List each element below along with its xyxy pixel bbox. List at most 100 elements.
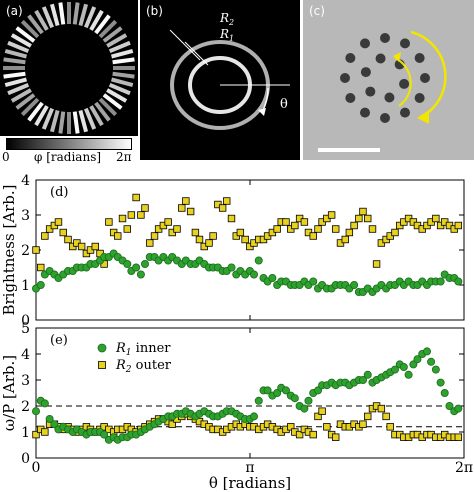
point-r2-outer	[182, 197, 190, 205]
point-r2-outer	[323, 423, 331, 431]
point-r2-outer	[218, 204, 227, 212]
mask-spoke	[27, 101, 44, 122]
point-r2-outer	[364, 412, 372, 421]
point-r2-outer	[227, 214, 236, 223]
point-r1-inner	[249, 270, 258, 279]
point-r1-inner	[249, 412, 258, 421]
point-r1-inner	[290, 394, 299, 403]
panel-tag: (e)	[50, 333, 68, 348]
particle	[400, 107, 410, 118]
y-tick-label: 2	[21, 399, 30, 415]
mask-spoke	[3, 57, 26, 65]
point-r2-outer	[359, 207, 367, 216]
point-r2-outer	[91, 242, 99, 251]
point-r1-inner	[399, 362, 408, 371]
point-r1-inner	[300, 404, 309, 413]
mask-spoke	[15, 93, 36, 110]
r2-label: R2	[219, 11, 234, 27]
r2-pointer	[169, 29, 201, 61]
point-r2-outer	[454, 221, 463, 230]
chart-e: 0 1 2 3 4 5 0 π 2π (e) ω/P [Arb.] θ [radians] R1 inn…	[0, 321, 473, 490]
point-r1-inner	[281, 386, 290, 395]
mask-spoke	[27, 14, 44, 35]
point-r2-outer	[114, 232, 122, 240]
mask-spoke	[7, 82, 30, 96]
mask-spoke	[108, 40, 131, 54]
mask-spoke	[98, 19, 118, 39]
theta-label: θ	[280, 97, 288, 112]
x-tick-label: 2π	[455, 460, 473, 476]
mask-spoke	[49, 3, 60, 27]
panel-b-tag: (b)	[146, 4, 163, 18]
point-r2-outer	[241, 235, 249, 244]
point-r1-inner	[436, 277, 445, 286]
mask-spoke	[34, 9, 49, 31]
point-r2-outer	[236, 228, 245, 237]
mask-spoke	[102, 93, 123, 110]
point-r2-outer	[205, 239, 213, 247]
mask-spoke	[78, 3, 89, 27]
point-r2-outer	[41, 232, 49, 240]
panel-tag: (d)	[50, 185, 68, 200]
point-r1-inner	[314, 386, 323, 395]
y-tick-label: 0	[21, 313, 30, 329]
point-r1-inner	[263, 386, 272, 395]
legend-label: R2 outer	[115, 358, 172, 375]
y-tick-label: 3	[21, 373, 30, 389]
point-r2-outer	[64, 235, 72, 244]
mask-spoke	[58, 2, 66, 25]
point-r2-outer	[350, 221, 358, 230]
mask-spoke	[102, 26, 123, 43]
point-r1-inner	[309, 277, 318, 286]
point-r2-outer	[372, 260, 381, 268]
point-r2-outer	[355, 214, 363, 223]
mask-spoke	[41, 6, 55, 29]
colorbar	[6, 138, 132, 150]
point-r1-inner	[304, 396, 313, 405]
mask-spoke	[106, 33, 128, 48]
mask-spoke	[112, 71, 135, 79]
particle	[380, 33, 390, 43]
point-r1-inner	[132, 263, 141, 272]
mask-spoke	[41, 107, 55, 130]
point-r2-outer	[195, 235, 204, 244]
point-r2-outer	[173, 225, 181, 233]
mask-spoke	[20, 19, 40, 39]
ring-image: R2 R1 θ	[140, 0, 300, 160]
point-r1-inner	[123, 260, 132, 269]
mask-spoke	[78, 109, 89, 133]
particle	[400, 38, 410, 49]
point-r1-inner	[32, 407, 41, 416]
point-r2-outer	[432, 214, 440, 223]
particle	[375, 53, 386, 64]
mask-spoke	[98, 97, 118, 117]
mask-spoke	[112, 57, 135, 65]
point-r2-outer	[146, 239, 154, 247]
point-r2-outer	[178, 204, 186, 212]
point-r1-inner	[254, 396, 263, 405]
legend-label: R1 inner	[115, 341, 171, 358]
point-r2-outer	[37, 263, 45, 272]
particle	[365, 86, 376, 97]
panel-c-tag: (c)	[309, 4, 325, 18]
panel-a-tag: (a)	[6, 4, 23, 18]
point-r2-outer	[314, 412, 322, 421]
scale-bar	[318, 148, 380, 152]
panel-a-phase-mask: (a) 0 φ [radians] 2π	[0, 0, 138, 166]
panel-b-ring-image: R2 R1 θ (b)	[140, 0, 300, 160]
point-r2-outer	[209, 232, 217, 240]
particle	[380, 113, 390, 123]
mask-spoke	[34, 105, 49, 127]
point-r1-inner	[45, 414, 54, 423]
point-r2-outer	[318, 407, 326, 415]
point-r1-inner	[273, 388, 282, 397]
rotation-arrowhead-outer	[417, 110, 429, 124]
mask-spoke	[10, 88, 32, 103]
particle	[414, 93, 425, 103]
point-r2-outer	[54, 218, 63, 226]
x-axis-label: θ [radians]	[209, 474, 291, 490]
point-r1-inner	[409, 360, 418, 369]
point-r2-outer	[314, 225, 322, 233]
mask-spoke	[4, 48, 28, 59]
